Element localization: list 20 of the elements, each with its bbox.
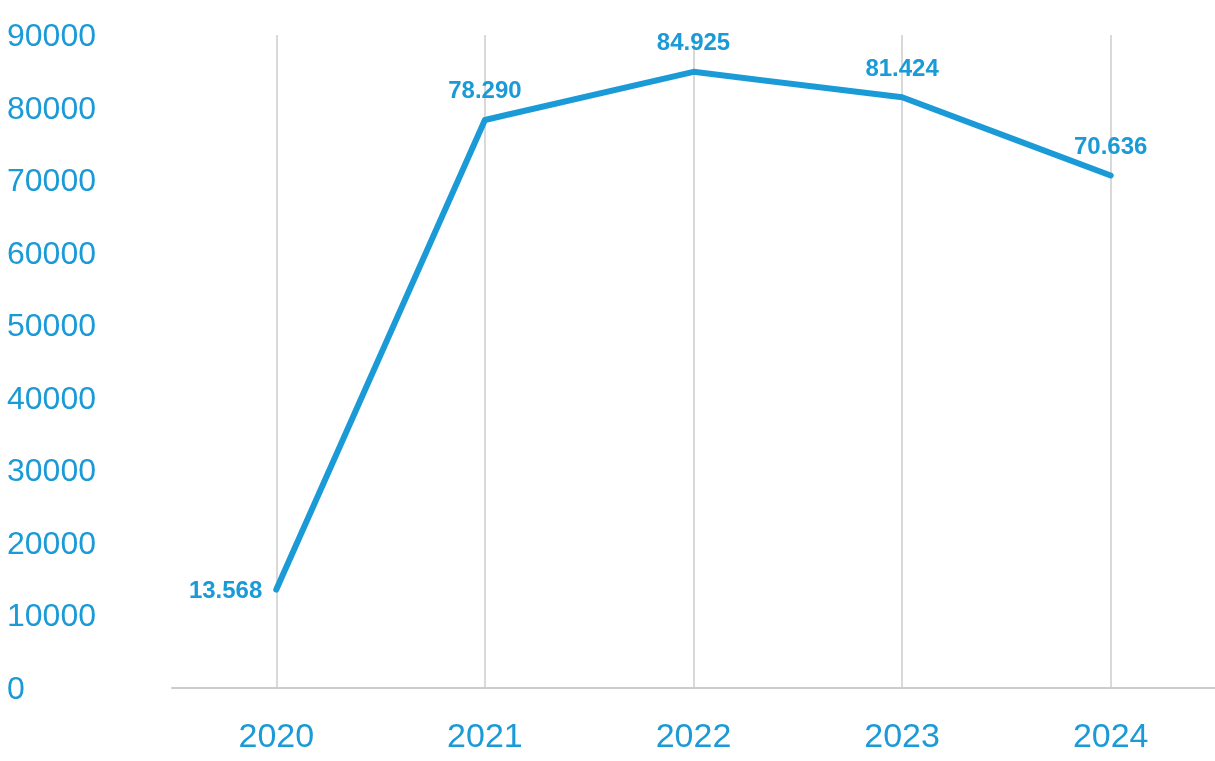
y-tick-label: 30000 xyxy=(7,452,96,489)
y-tick-label: 80000 xyxy=(7,89,96,126)
x-tick-label: 2021 xyxy=(447,716,523,754)
x-tick-label: 2024 xyxy=(1072,716,1149,754)
x-tick-label: 2020 xyxy=(238,716,315,754)
y-tick-label: 10000 xyxy=(7,597,96,634)
y-tick-label: 50000 xyxy=(7,307,96,344)
y-tick-label: 60000 xyxy=(7,234,96,271)
y-tick-label: 40000 xyxy=(7,379,96,416)
y-tick-label: 90000 xyxy=(7,17,96,53)
y-tick-label: 0 xyxy=(7,670,25,706)
y-tick-label: 20000 xyxy=(7,524,96,561)
x-tick-label: 2023 xyxy=(864,716,940,754)
data-label: 81.424 xyxy=(865,53,940,81)
y-tick-label: 70000 xyxy=(7,162,96,199)
data-label: 84.925 xyxy=(656,28,731,56)
data-label: 13.568 xyxy=(188,576,263,604)
data-label: 78.290 xyxy=(448,76,522,104)
x-tick-label: 2022 xyxy=(655,716,732,754)
data-label: 70.636 xyxy=(1074,132,1148,159)
